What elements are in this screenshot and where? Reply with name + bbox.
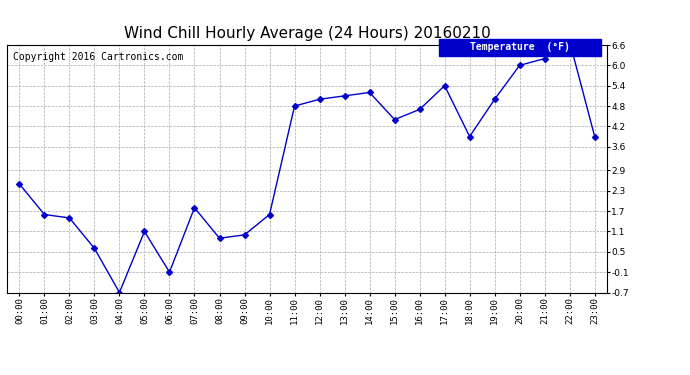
- Text: Temperature  (°F): Temperature (°F): [470, 42, 570, 52]
- Title: Wind Chill Hourly Average (24 Hours) 20160210: Wind Chill Hourly Average (24 Hours) 201…: [124, 26, 491, 41]
- Bar: [439, 39, 601, 56]
- Text: Copyright 2016 Cartronics.com: Copyright 2016 Cartronics.com: [13, 53, 184, 62]
